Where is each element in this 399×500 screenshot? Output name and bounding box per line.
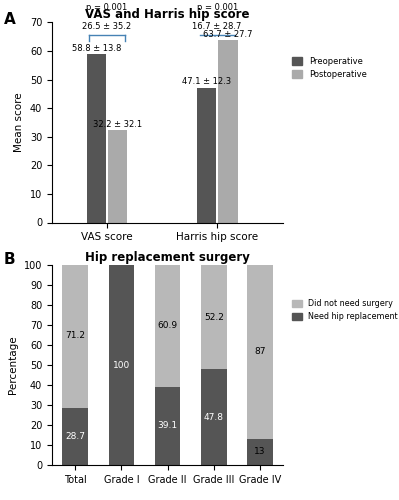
Text: 87: 87 [254, 348, 266, 356]
Bar [109, 265, 134, 465]
Text: 52.2: 52.2 [204, 312, 224, 322]
Bar [62, 408, 88, 465]
Text: 100: 100 [113, 360, 130, 370]
Text: 47.1 ± 12.3: 47.1 ± 12.3 [182, 78, 231, 86]
Bar [155, 387, 180, 465]
Text: 71.2: 71.2 [65, 332, 85, 340]
Bar [247, 265, 273, 439]
Legend: Did not need surgery, Need hip replacement surgery: Did not need surgery, Need hip replaceme… [292, 299, 399, 321]
Bar [155, 265, 180, 387]
Title: VAS and Harris hip score: VAS and Harris hip score [85, 8, 250, 22]
Text: 26.5 ± 35.2: 26.5 ± 35.2 [83, 22, 132, 32]
Text: A: A [4, 12, 16, 28]
Bar [62, 265, 88, 408]
Text: 28.7: 28.7 [65, 432, 85, 441]
Text: p = 0.001: p = 0.001 [197, 4, 238, 13]
Bar [108, 130, 127, 222]
Text: B: B [4, 252, 16, 268]
Text: 47.8: 47.8 [204, 412, 224, 422]
Text: 58.8 ± 13.8: 58.8 ± 13.8 [71, 44, 121, 53]
Legend: Preoperative, Postoperative: Preoperative, Postoperative [292, 56, 367, 79]
Text: 13: 13 [254, 448, 266, 456]
Text: 39.1: 39.1 [158, 422, 178, 430]
Bar [197, 88, 216, 222]
Bar [247, 439, 273, 465]
Text: 63.7 ± 27.7: 63.7 ± 27.7 [203, 30, 253, 39]
Text: p = 0.001: p = 0.001 [86, 4, 128, 13]
Bar [201, 265, 227, 370]
Text: 16.7 ± 28.7: 16.7 ± 28.7 [192, 22, 242, 32]
Y-axis label: Percentage: Percentage [8, 336, 18, 394]
Text: 32.2 ± 32.1: 32.2 ± 32.1 [93, 120, 142, 129]
Bar [201, 370, 227, 465]
Text: 60.9: 60.9 [158, 322, 178, 330]
Y-axis label: Mean score: Mean score [14, 92, 24, 152]
Bar [218, 40, 237, 222]
Bar [87, 54, 106, 222]
Title: Hip replacement surgery: Hip replacement surgery [85, 251, 250, 264]
